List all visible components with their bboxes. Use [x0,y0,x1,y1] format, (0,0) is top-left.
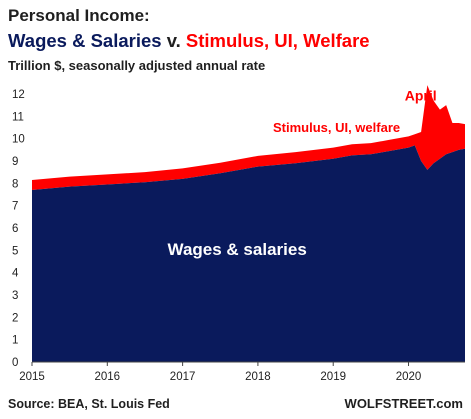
annotation-wages-salaries: Wages & salaries [168,240,307,259]
x-tick-label: 2020 [396,371,422,383]
title-v-part: v. [161,30,186,51]
y-tick-label: 0 [12,357,18,369]
title-wages-part: Wages & Salaries [8,30,162,51]
x-tick-label: 2018 [245,371,271,383]
x-axis: 2015 2016 2017 2018 2019 2020 [19,362,421,383]
x-tick-label: 2016 [95,371,121,383]
y-tick-label: 7 [12,201,18,213]
y-tick-label: 11 [12,111,24,123]
x-tick-label: 2019 [320,371,346,383]
y-tick-label: 4 [12,268,19,280]
chart-title-line1: Personal Income: [8,6,150,25]
y-tick-label: 10 [12,134,25,146]
chart-annotations: Wages & salaries Stimulus, UI, welfare Apr… [168,88,437,259]
x-tick-label: 2017 [170,371,196,383]
chart-title-line2: Wages & Salaries v. Stimulus, UI, Welfar… [8,30,370,52]
annotation-april: April [405,88,437,104]
y-tick-label: 2 [12,312,18,324]
y-tick-label: 6 [12,223,18,235]
area-stimulus-ui-welfare [32,85,465,191]
area-wages-salaries [32,145,465,362]
y-tick-label: 5 [12,245,18,257]
y-tick-label: 12 [12,89,25,101]
y-tick-label: 3 [12,290,18,302]
x-tick-label: 2015 [19,371,45,383]
title-stimulus-part: Stimulus, UI, Welfare [185,30,370,51]
annotation-stimulus-ui-welfare: Stimulus, UI, welfare [273,120,400,135]
chart-subtitle: Trillion $, seasonally adjusted annual r… [8,58,266,73]
y-tick-label: 8 [12,178,18,190]
brand-watermark: WOLFSTREET.com [344,396,463,411]
source-note: Source: BEA, St. Louis Fed [8,397,170,411]
y-tick-label: 1 [12,335,18,347]
y-tick-label: 9 [12,156,18,168]
